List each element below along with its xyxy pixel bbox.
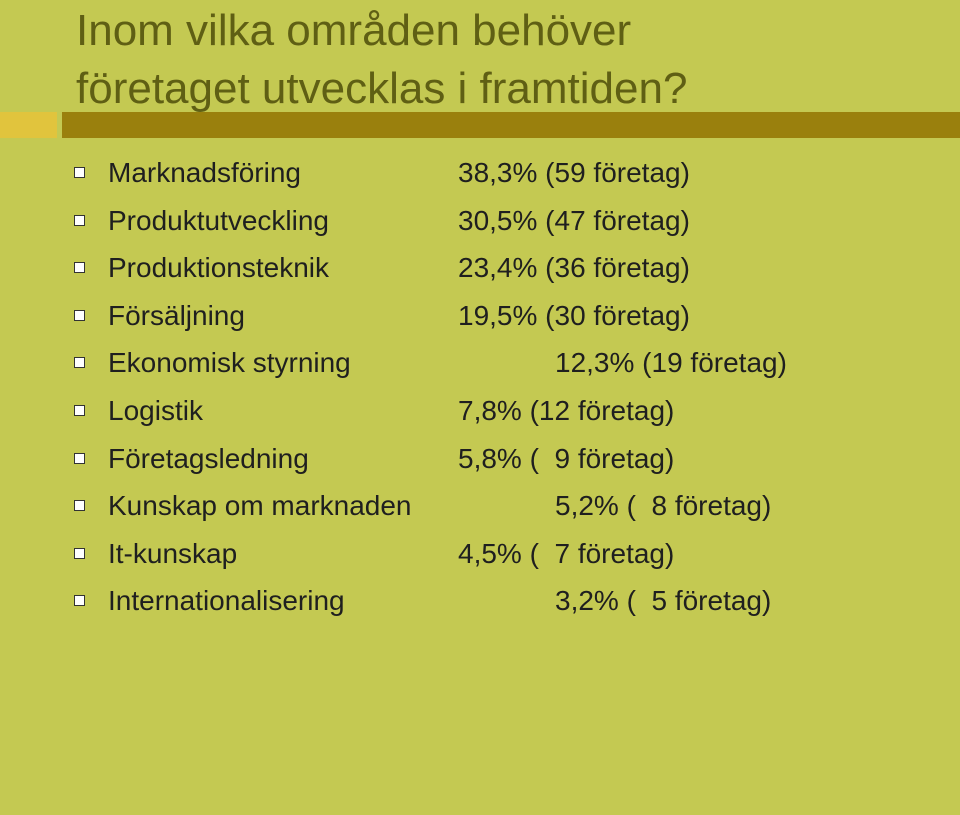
item-value: 5,8% ( 9 företag) xyxy=(458,442,675,474)
item-value: 38,3% (59 företag) xyxy=(458,157,690,188)
item-label: Internationalisering xyxy=(108,585,345,617)
item-value: 23,4% (36 företag) xyxy=(458,252,690,284)
square-bullet-icon xyxy=(74,357,85,369)
square-bullet-icon xyxy=(74,262,85,274)
item-label: Företagsledning xyxy=(108,442,309,474)
item-value: 7,8% (12 företag) xyxy=(458,394,675,426)
item-label: Produktionsteknik xyxy=(108,252,330,284)
item-value: 19,5% (30 företag) xyxy=(458,299,690,331)
item-label: Marknadsföring xyxy=(108,157,301,188)
square-bullet-icon xyxy=(74,167,85,178)
list-item: Marknadsföring 38,3% (59 företag) xyxy=(0,149,960,197)
square-bullet-icon xyxy=(74,547,85,559)
item-value: 3,2% ( 5 företag) xyxy=(555,585,772,617)
item-value: 12,3% (19 företag) xyxy=(555,347,787,379)
list-item: Produktionsteknik 23,4% (36 företag) xyxy=(0,244,960,292)
list-item: It-kunskap 4,5% ( 7 företag) xyxy=(0,530,960,578)
square-bullet-icon xyxy=(74,309,85,321)
list-item: Kunskap om marknaden 5,2% ( 8 företag) xyxy=(0,482,960,530)
item-label: Produktutveckling xyxy=(108,204,330,236)
item-label: It-kunskap xyxy=(108,537,238,569)
list-item: Försäljning 19,5% (30 företag) xyxy=(0,292,960,340)
list-item: Företagsledning 5,8% ( 9 företag) xyxy=(0,435,960,483)
title-accent-bar-left xyxy=(0,112,57,138)
square-bullet-icon xyxy=(74,500,85,512)
list-item: Logistik 7,8% (12 företag) xyxy=(0,387,960,435)
item-label: Ekonomisk styrning xyxy=(108,347,351,379)
title-accent-bar-right xyxy=(62,112,960,138)
list-item: Ekonomisk styrning 12,3% (19 företag) xyxy=(0,339,960,387)
item-label: Logistik xyxy=(108,394,203,426)
bullet-list: Marknadsföring 38,3% (59 företag) Produk… xyxy=(0,149,960,625)
item-label: Försäljning xyxy=(108,299,245,331)
square-bullet-icon xyxy=(74,214,85,226)
item-label: Kunskap om marknaden xyxy=(108,490,412,522)
title-line-2: företaget utvecklas i framtiden? xyxy=(76,64,688,113)
square-bullet-icon xyxy=(74,404,85,416)
item-value: 30,5% (47 företag) xyxy=(458,204,690,236)
square-bullet-icon xyxy=(74,595,85,607)
item-value: 4,5% ( 7 företag) xyxy=(458,537,675,569)
list-item: Produktutveckling 30,5% (47 företag) xyxy=(0,197,960,245)
title-line-1: Inom vilka områden behöver xyxy=(76,6,632,55)
square-bullet-icon xyxy=(74,452,85,464)
slide-title: Inom vilka områden behöver företaget utve… xyxy=(76,2,687,118)
item-value: 5,2% ( 8 företag) xyxy=(555,490,772,522)
list-item: Internationalisering 3,2% ( 5 företag) xyxy=(0,577,960,625)
